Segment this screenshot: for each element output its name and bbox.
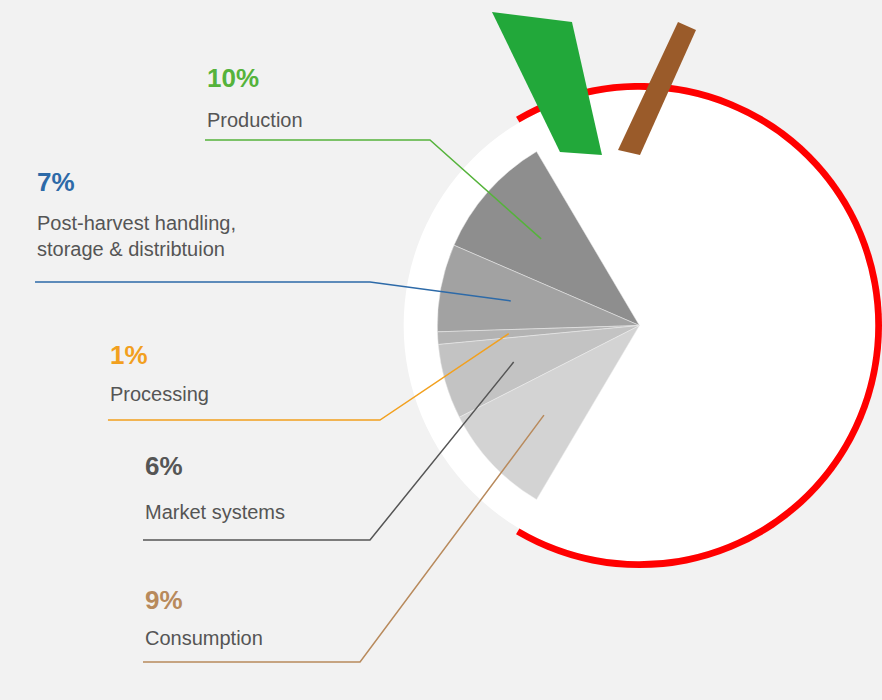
svg-text:7%: 7% [37,167,75,197]
svg-text:Processing: Processing [110,383,209,405]
svg-text:Market systems: Market systems [145,501,285,523]
svg-text:1%: 1% [110,340,148,370]
svg-text:9%: 9% [145,585,183,615]
svg-text:10%: 10% [207,63,259,93]
svg-text:Post-harvest handling,storage: Post-harvest handling,storage & distribt… [37,212,236,260]
svg-text:Production: Production [207,109,303,131]
svg-text:Consumption: Consumption [145,627,263,649]
svg-text:6%: 6% [145,451,183,481]
